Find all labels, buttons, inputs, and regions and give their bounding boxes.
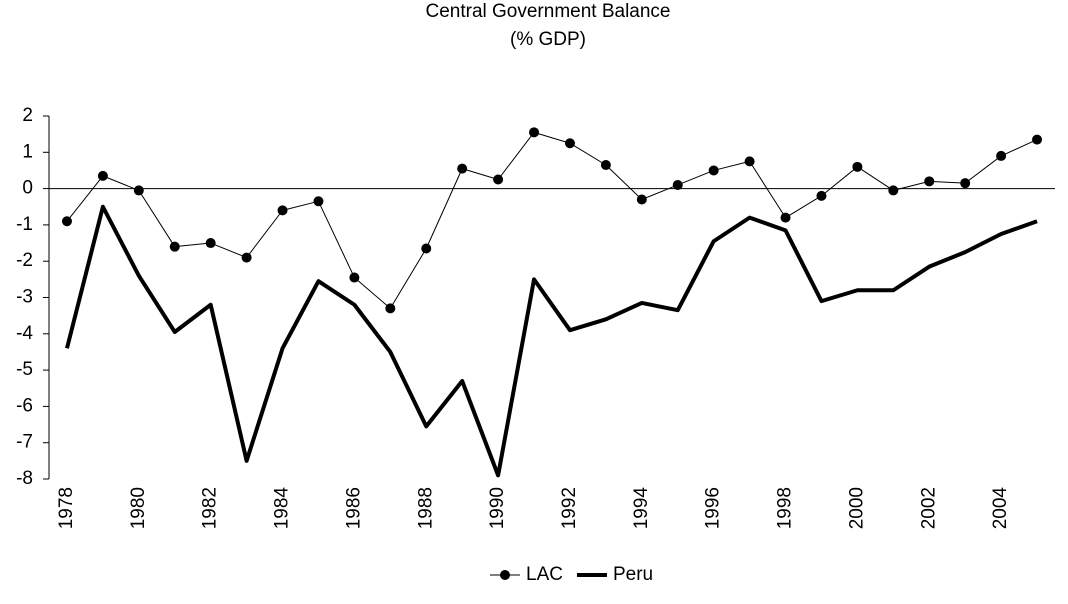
data-point <box>349 272 360 283</box>
y-tick-label: -5 <box>16 359 33 380</box>
data-point <box>564 138 575 149</box>
y-tick-label: 0 <box>22 178 33 199</box>
data-point <box>529 127 540 138</box>
x-tick-label: 1984 <box>272 487 293 530</box>
data-point <box>385 303 396 314</box>
y-tick-label: -6 <box>16 395 33 416</box>
data-point <box>61 216 72 227</box>
data-point <box>493 174 504 185</box>
data-point <box>924 176 935 187</box>
data-point <box>1032 134 1043 145</box>
data-point <box>780 212 791 223</box>
data-point <box>672 179 683 190</box>
x-tick-label: 2000 <box>846 487 867 529</box>
x-tick-label: 1992 <box>559 487 580 529</box>
data-point <box>313 196 324 207</box>
legend-marker <box>500 570 510 580</box>
x-tick-label: 1990 <box>487 487 508 529</box>
data-point <box>205 238 216 249</box>
data-point <box>241 252 252 263</box>
legend-label: Peru <box>613 564 653 585</box>
data-point <box>636 194 647 205</box>
x-tick-label: 1986 <box>343 487 364 529</box>
y-tick-label: -4 <box>16 323 33 344</box>
data-point <box>744 156 755 167</box>
legend-label: LAC <box>526 564 563 585</box>
data-point <box>708 165 719 176</box>
y-tick-label: 2 <box>22 105 33 126</box>
y-tick-label: -7 <box>16 432 33 453</box>
x-tick-label: 1980 <box>128 487 149 529</box>
data-point <box>421 243 432 254</box>
y-tick-label: -3 <box>16 287 33 308</box>
y-tick-label: -8 <box>16 468 33 489</box>
data-point <box>457 163 468 174</box>
data-point <box>133 185 144 196</box>
x-tick-label: 1994 <box>631 487 652 530</box>
chart-title: Central Government Balance <box>425 1 670 22</box>
series-line <box>66 131 1038 309</box>
data-point <box>169 241 180 252</box>
y-tick-label: 1 <box>22 141 33 162</box>
y-tick-label: -1 <box>16 214 33 235</box>
data-point <box>97 170 108 181</box>
series-line <box>65 204 1038 478</box>
x-tick-label: 2002 <box>918 487 939 529</box>
data-point <box>960 178 971 189</box>
y-tick-label: -2 <box>16 250 33 271</box>
data-point <box>996 150 1007 161</box>
data-point <box>816 190 827 201</box>
data-point <box>600 160 611 171</box>
x-tick-label: 1988 <box>415 487 436 529</box>
x-tick-label: 2004 <box>990 487 1011 530</box>
data-point <box>852 161 863 172</box>
x-tick-label: 1982 <box>200 487 221 529</box>
x-tick-label: 1998 <box>775 487 796 529</box>
chart-subtitle: (% GDP) <box>510 29 586 50</box>
data-point <box>888 185 899 196</box>
x-tick-label: 1996 <box>703 487 724 529</box>
data-point <box>277 205 288 216</box>
x-tick-label: 1978 <box>56 487 77 529</box>
